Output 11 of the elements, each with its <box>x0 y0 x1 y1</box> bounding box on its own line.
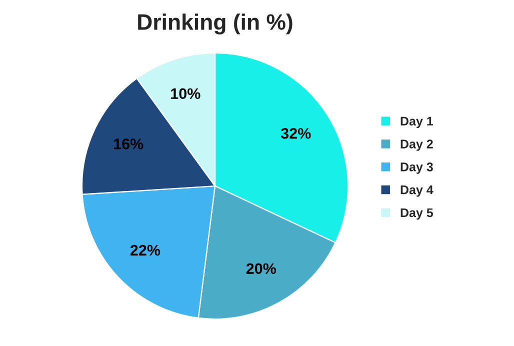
data-label: 22% <box>130 244 160 256</box>
data-label: 32% <box>280 128 311 139</box>
legend-label: Day 5 <box>400 208 434 220</box>
chart-title: Drinking (in %) <box>138 14 292 34</box>
data-label: 10% <box>171 88 200 100</box>
legend-label: Day 1 <box>400 116 434 128</box>
legend-label: Day 2 <box>400 140 433 151</box>
data-label: 20% <box>246 263 276 274</box>
legend-label: Day 3 <box>400 162 433 174</box>
legend-label: Day 4 <box>400 186 434 197</box>
data-label: 16% <box>114 138 144 150</box>
